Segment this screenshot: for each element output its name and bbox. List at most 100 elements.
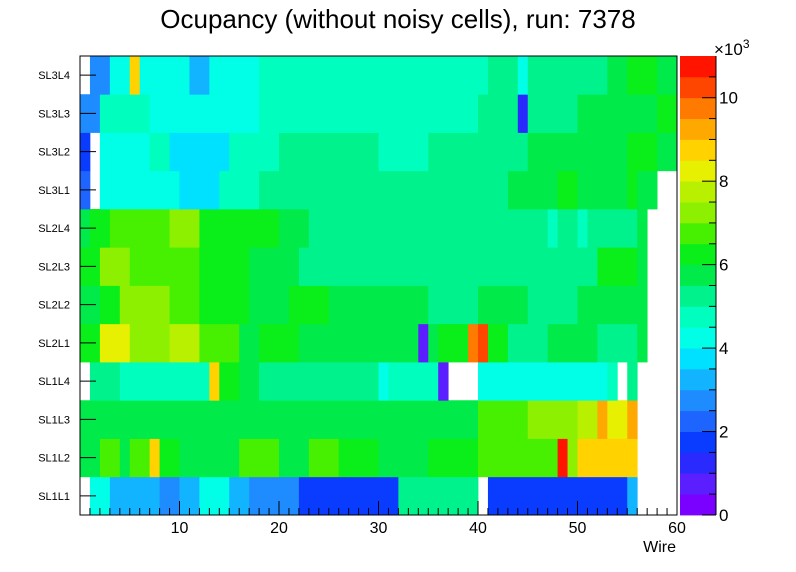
- color-scale-swatch: [680, 56, 716, 78]
- y-tick-label: SL1L2: [38, 453, 70, 465]
- heatmap-cell-sl1l2: [567, 438, 578, 478]
- heatmap-cell-sl2l1: [637, 323, 648, 363]
- heatmap-cell-sl2l4: [129, 209, 170, 248]
- heatmap-cell-sl3l3: [527, 94, 578, 133]
- heatmap-cell-sl3l4: [129, 56, 141, 95]
- heatmap-cell-sl2l2: [99, 285, 121, 325]
- heatmap-cell-sl3l1: [298, 170, 340, 210]
- heatmap-cell-sl2l4: [478, 209, 549, 248]
- heatmap-cell-sl1l1: [199, 476, 230, 516]
- heatmap-cell-sl1l4: [219, 362, 240, 401]
- heatmap-cell-sl3l4: [259, 56, 379, 95]
- heatmap-cell-sl2l3: [378, 247, 479, 286]
- heatmap-cell-sl1l2: [378, 438, 429, 478]
- heatmap-cell-sl1l3: [597, 400, 608, 439]
- heatmap-cell-sl1l3: [179, 400, 220, 439]
- color-scale-swatch: [680, 473, 716, 495]
- heatmap-cell-sl1l3: [577, 400, 598, 439]
- heatmap-cell-sl1l1: [179, 476, 200, 516]
- color-scale-swatch: [680, 118, 716, 140]
- z-tick-label: 0: [719, 506, 728, 525]
- heatmap-cell-sl2l2: [478, 285, 529, 325]
- heatmap-cell-sl2l3: [99, 247, 131, 286]
- heatmap-cell-sl2l4: [587, 209, 638, 248]
- color-scale-swatch: [680, 285, 716, 307]
- heatmap-cell-sl1l4: [209, 362, 220, 401]
- heatmap-cell-sl3l1: [478, 170, 509, 210]
- heatmap-cell-sl3l3: [99, 94, 151, 133]
- heatmap-cell-sl3l2: [279, 132, 330, 172]
- color-scale-swatch: [680, 160, 716, 182]
- heatmap-cell-sl2l2: [577, 285, 598, 325]
- heatmap-cell-sl2l1: [259, 323, 300, 363]
- heatmap-cell-sl2l1: [428, 323, 439, 363]
- x-tick-label: 30: [370, 520, 388, 537]
- heatmap-cell-sl1l4: [627, 362, 638, 401]
- heatmap-cell-sl3l1: [338, 170, 379, 210]
- heatmap-cell-sl2l3: [478, 247, 529, 286]
- color-scale-swatch: [680, 97, 716, 119]
- heatmap-cell-sl3l4: [109, 56, 131, 95]
- z-multiplier-exponent: 3: [743, 37, 750, 51]
- x-axis-label: Wire: [643, 539, 676, 556]
- heatmap-cell-sl1l4: [179, 362, 200, 401]
- heatmap-cell-sl2l3: [169, 247, 200, 286]
- heatmap-cell-sl1l2: [159, 438, 180, 478]
- heatmap-cell-sl3l4: [209, 56, 260, 95]
- heatmap-cell-sl2l1: [199, 323, 240, 363]
- heatmap-cell-sl3l1: [99, 170, 151, 210]
- heatmap-cell-sl3l2: [149, 132, 170, 172]
- heatmap-cell-sl1l2: [279, 438, 310, 478]
- x-tick-label: 10: [171, 520, 189, 537]
- z-multiplier-label: ×103: [714, 37, 750, 59]
- heatmap-cell-sl3l1: [507, 170, 558, 210]
- y-tick-label: SL1L1: [38, 491, 70, 503]
- heatmap-cell-sl1l1: [527, 476, 539, 516]
- color-scale-bar: [680, 56, 717, 516]
- heatmap-cell-sl1l2: [129, 438, 151, 478]
- heatmap-cell-sl1l4: [259, 362, 379, 401]
- heatmap-cell-sl3l3: [328, 94, 379, 133]
- x-tick-label: 20: [270, 520, 288, 537]
- heatmap-cell-sl2l4: [547, 209, 558, 248]
- heatmap-cell-sl2l1: [298, 323, 419, 363]
- color-scale-swatch: [680, 76, 716, 99]
- heatmap-cell-sl1l2: [99, 438, 121, 478]
- heatmap-cell-sl2l2: [288, 285, 330, 325]
- z-multiplier-base: ×10: [714, 40, 743, 59]
- heatmap-cell-sl1l4: [607, 362, 618, 401]
- color-scale-swatch: [680, 181, 716, 203]
- color-scale-swatch: [680, 452, 716, 474]
- heatmap-cell-sl2l1: [468, 323, 479, 363]
- heatmap-cell-sl3l2: [527, 132, 578, 172]
- heatmap-cell-sl2l3: [249, 247, 300, 286]
- color-scale-swatch: [680, 327, 716, 349]
- y-tick-label: SL2L4: [38, 223, 70, 235]
- heatmap-cell-sl3l3: [219, 94, 260, 133]
- heatmap-cell-sl2l1: [418, 323, 429, 363]
- heatmap-cell-sl3l3: [657, 94, 678, 133]
- heatmap-cell-sl1l3: [627, 400, 638, 439]
- heatmap-cell-sl2l4: [109, 209, 131, 248]
- color-scale-swatch: [680, 306, 716, 328]
- heatmap-cell-sl2l4: [169, 209, 200, 248]
- heatmap-cell-sl3l2: [169, 132, 230, 172]
- heatmap-cell-sl1l2: [478, 438, 558, 478]
- color-scale-swatch: [680, 202, 716, 224]
- heatmap-cell-sl2l2: [527, 285, 578, 325]
- heatmap-cell-sl3l1: [149, 170, 180, 210]
- heatmap-cell-sl3l1: [627, 170, 638, 210]
- heatmap-cell-sl3l4: [487, 56, 519, 95]
- heatmap-cell-sl1l3: [378, 400, 479, 439]
- heatmap-cell-sl2l2: [119, 285, 170, 325]
- heatmap-cell-sl2l3: [637, 247, 648, 286]
- heatmap-cell-sl3l4: [89, 56, 111, 95]
- heatmap-cell-sl3l2: [328, 132, 379, 172]
- heatmap-cell-sl2l1: [478, 323, 489, 363]
- heatmap-cell-sl1l2: [557, 438, 568, 478]
- heatmap-cell-sl2l3: [527, 247, 598, 286]
- heatmap-cell-sl2l3: [129, 247, 170, 286]
- color-scale-swatch: [680, 410, 716, 432]
- z-tick-label: 4: [719, 339, 728, 358]
